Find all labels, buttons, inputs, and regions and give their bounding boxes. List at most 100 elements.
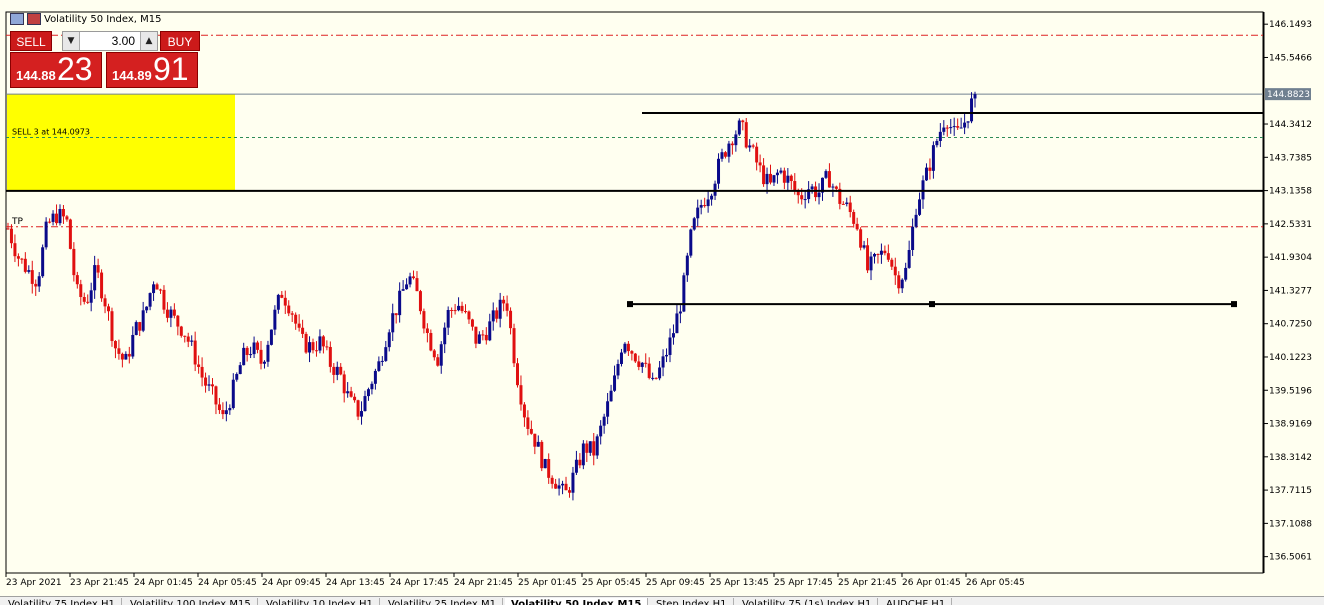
chart-tab[interactable]: Volatility 75 Index,H1	[2, 598, 122, 605]
candle-body	[131, 334, 135, 357]
lot-size-stepper[interactable]: ▼ 3.00 ▲	[62, 31, 158, 51]
lot-increase-icon[interactable]: ▲	[140, 32, 157, 50]
support-line-handle[interactable]	[627, 301, 633, 308]
candle-body	[321, 336, 325, 347]
candle-body	[110, 311, 114, 342]
candle-body	[540, 441, 544, 469]
candle-body	[86, 301, 90, 303]
candle-body	[477, 334, 481, 344]
candle-body	[242, 347, 246, 366]
candle-body	[325, 346, 329, 348]
chart-tab[interactable]: Volatility 10 Index,H1	[260, 598, 380, 605]
chart-tab[interactable]: Step Index,H1	[650, 598, 734, 605]
sell-zone-rectangle[interactable]	[7, 94, 235, 191]
candle-body	[567, 490, 571, 493]
chart-title: Volatility 50 Index, M15	[44, 14, 162, 25]
candle-body	[536, 441, 540, 447]
candle-body	[949, 127, 953, 129]
candle-body	[183, 335, 187, 337]
current-price-label: 144.8823	[1267, 90, 1310, 100]
chart-tab[interactable]: Volatility 75 (1s) Index,H1	[736, 598, 879, 605]
candle-body	[807, 189, 811, 200]
candle-body	[654, 377, 658, 379]
candle-body	[713, 183, 717, 196]
candle-body	[65, 216, 69, 220]
candle-body	[755, 146, 759, 163]
candle-body	[963, 122, 967, 128]
candle-body	[96, 265, 100, 273]
sell-button[interactable]: SELL	[10, 31, 52, 51]
candle-body	[51, 213, 55, 222]
candle-body	[294, 314, 298, 324]
candle-body	[436, 357, 440, 366]
chart-tab[interactable]: Volatility 25 Index,M1	[382, 598, 503, 605]
candle-body	[176, 315, 180, 327]
candle-body	[692, 218, 696, 230]
candle-body	[606, 401, 610, 417]
candle-body	[346, 391, 350, 394]
candle-body	[394, 313, 398, 316]
candle-body	[613, 375, 617, 391]
candle-body	[290, 313, 294, 315]
tp-label: TP	[11, 217, 23, 227]
candle-body	[450, 309, 454, 311]
order-label: SELL 3 at 144.0973	[12, 127, 90, 136]
x-tick-label: 24 Apr 09:45	[262, 578, 321, 588]
candle-body	[557, 485, 561, 489]
candle-body	[619, 352, 623, 364]
lot-decrease-icon[interactable]: ▼	[63, 32, 80, 50]
candle-body	[439, 344, 443, 366]
candle-body	[6, 228, 10, 230]
chart-tab[interactable]: AUDCHF,H1	[880, 598, 953, 605]
candle-body	[100, 272, 104, 299]
candle-body	[758, 162, 762, 166]
chart-tab[interactable]: Volatility 100 Index,M15	[124, 598, 258, 605]
candle-body	[921, 180, 925, 200]
candle-body	[741, 120, 745, 123]
buy-button[interactable]: BUY	[160, 31, 200, 51]
chart-type-icon	[27, 13, 41, 25]
candle-body	[519, 385, 523, 405]
candle-body	[554, 483, 558, 489]
candle-body	[623, 343, 627, 353]
candle-body	[599, 425, 603, 437]
candle-body	[308, 342, 312, 353]
candle-body	[772, 175, 776, 183]
candle-body	[425, 328, 429, 333]
candle-body	[966, 121, 970, 123]
candle-body	[470, 319, 474, 327]
support-line-handle[interactable]	[1231, 301, 1237, 308]
candle-body	[502, 299, 506, 304]
x-tick-label: 25 Apr 21:45	[838, 578, 897, 588]
candle-body	[644, 362, 648, 364]
candle-body	[810, 186, 814, 190]
candle-body	[238, 365, 242, 375]
candle-body	[16, 256, 20, 259]
chart-tab[interactable]: Volatility 50 Index,M15	[505, 598, 649, 605]
candle-body	[571, 472, 575, 493]
candle-body	[89, 290, 93, 303]
candle-body	[682, 275, 686, 312]
candle-body	[391, 313, 395, 333]
candle-body	[959, 127, 963, 129]
candle-body	[862, 245, 866, 248]
candle-body	[779, 170, 783, 173]
candle-body	[446, 309, 450, 328]
candle-body	[159, 289, 163, 291]
candle-body	[769, 173, 773, 183]
candle-body	[529, 428, 533, 434]
buy-price-box[interactable]: 144.89 91	[106, 51, 198, 88]
lot-size-value[interactable]: 3.00	[111, 34, 135, 48]
candle-body	[817, 192, 821, 198]
candle-body	[48, 221, 52, 223]
support-line-handle[interactable]	[929, 301, 935, 308]
candle-body	[297, 323, 301, 328]
x-tick-label: 25 Apr 13:45	[710, 578, 769, 588]
candle-body	[789, 175, 793, 182]
sell-price-box[interactable]: 144.88 23	[10, 51, 102, 88]
candle-body	[398, 290, 402, 316]
candle-body	[561, 483, 565, 486]
candle-body	[79, 284, 83, 298]
